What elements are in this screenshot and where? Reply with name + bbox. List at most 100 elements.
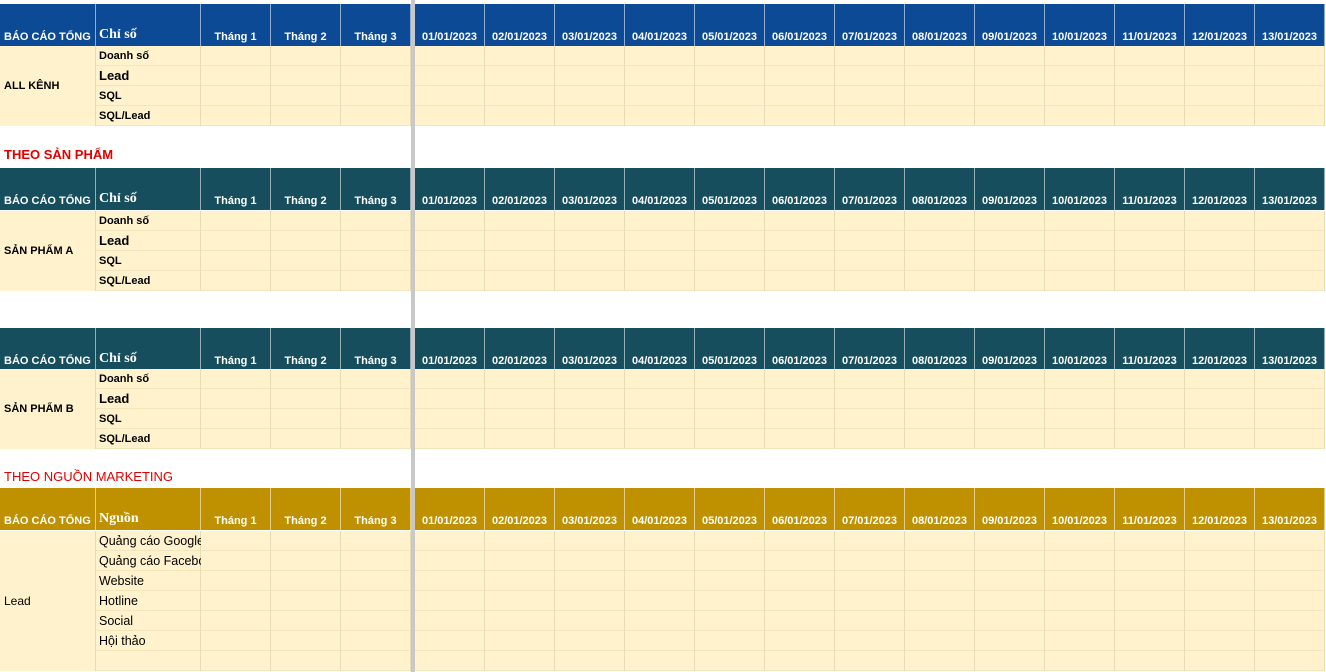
row-label[interactable]: Lead	[96, 231, 200, 251]
value-cell[interactable]	[201, 631, 270, 651]
value-cell[interactable]	[975, 631, 1044, 651]
value-cell[interactable]	[341, 409, 410, 429]
row-label[interactable]: SQL	[96, 409, 200, 429]
value-cell[interactable]	[415, 409, 484, 429]
value-cell[interactable]	[765, 46, 834, 66]
value-cell[interactable]	[485, 46, 554, 66]
value-cell[interactable]	[555, 389, 624, 409]
value-cell[interactable]	[271, 429, 340, 449]
value-cell[interactable]	[765, 271, 834, 291]
value-cell[interactable]	[271, 551, 340, 571]
value-cell[interactable]	[415, 106, 484, 126]
header-report[interactable]: BÁO CÁO TỔNG	[0, 168, 96, 210]
value-cell[interactable]	[625, 106, 694, 126]
header-source[interactable]: Nguồn	[96, 488, 201, 530]
value-cell[interactable]	[905, 531, 974, 551]
header-month-1[interactable]: Tháng 1	[201, 488, 271, 530]
header-date-4[interactable]: 04/01/2023	[625, 168, 695, 210]
value-cell[interactable]	[975, 271, 1044, 291]
header-date-3[interactable]: 03/01/2023	[555, 488, 625, 530]
header-month-3[interactable]: Tháng 3	[341, 168, 411, 210]
value-cell[interactable]	[905, 251, 974, 271]
value-cell[interactable]	[1115, 251, 1184, 271]
value-cell[interactable]	[555, 651, 624, 671]
value-cell[interactable]	[1045, 369, 1114, 389]
header-date-7[interactable]: 07/01/2023	[835, 4, 905, 46]
value-cell[interactable]	[835, 611, 904, 631]
header-date-1[interactable]: 01/01/2023	[415, 488, 485, 530]
value-cell[interactable]	[625, 389, 694, 409]
value-cell[interactable]	[975, 389, 1044, 409]
value-cell[interactable]	[271, 611, 340, 631]
header-date-2[interactable]: 02/01/2023	[485, 4, 555, 46]
value-cell[interactable]	[765, 389, 834, 409]
header-date-11[interactable]: 11/01/2023	[1115, 4, 1185, 46]
value-cell[interactable]	[485, 651, 554, 671]
value-cell[interactable]	[1045, 429, 1114, 449]
value-cell[interactable]	[1045, 46, 1114, 66]
header-date-4[interactable]: 04/01/2023	[625, 4, 695, 46]
value-cell[interactable]	[555, 66, 624, 86]
value-cell[interactable]	[1045, 211, 1114, 231]
header-date-13[interactable]: 13/01/2023	[1255, 4, 1325, 46]
value-cell[interactable]	[1255, 409, 1324, 429]
value-cell[interactable]	[625, 591, 694, 611]
value-cell[interactable]	[1255, 389, 1324, 409]
value-cell[interactable]	[765, 86, 834, 106]
value-cell[interactable]	[485, 66, 554, 86]
value-cell[interactable]	[625, 46, 694, 66]
header-date-10[interactable]: 10/01/2023	[1045, 4, 1115, 46]
row-label[interactable]: Social	[96, 611, 200, 631]
header-date-6[interactable]: 06/01/2023	[765, 488, 835, 530]
header-date-9[interactable]: 09/01/2023	[975, 168, 1045, 210]
value-cell[interactable]	[485, 389, 554, 409]
value-cell[interactable]	[905, 631, 974, 651]
value-cell[interactable]	[695, 651, 764, 671]
value-cell[interactable]	[695, 409, 764, 429]
header-date-11[interactable]: 11/01/2023	[1115, 328, 1185, 370]
value-cell[interactable]	[341, 611, 410, 631]
header-date-6[interactable]: 06/01/2023	[765, 4, 835, 46]
value-cell[interactable]	[415, 66, 484, 86]
value-cell[interactable]	[341, 231, 410, 251]
value-cell[interactable]	[835, 389, 904, 409]
header-date-2[interactable]: 02/01/2023	[485, 168, 555, 210]
value-cell[interactable]	[765, 631, 834, 651]
value-cell[interactable]	[695, 571, 764, 591]
value-cell[interactable]	[765, 531, 834, 551]
value-cell[interactable]	[625, 66, 694, 86]
value-cell[interactable]	[1115, 551, 1184, 571]
value-cell[interactable]	[415, 251, 484, 271]
value-cell[interactable]	[1255, 66, 1324, 86]
header-month-1[interactable]: Tháng 1	[201, 328, 271, 370]
value-cell[interactable]	[201, 551, 270, 571]
value-cell[interactable]	[835, 211, 904, 231]
value-cell[interactable]	[555, 551, 624, 571]
row-label[interactable]: Doanh số	[96, 211, 200, 231]
value-cell[interactable]	[555, 86, 624, 106]
value-cell[interactable]	[201, 651, 270, 671]
value-cell[interactable]	[1255, 611, 1324, 631]
value-cell[interactable]	[485, 531, 554, 551]
header-date-13[interactable]: 13/01/2023	[1255, 168, 1325, 210]
value-cell[interactable]	[835, 631, 904, 651]
header-month-3[interactable]: Tháng 3	[341, 328, 411, 370]
value-cell[interactable]	[975, 66, 1044, 86]
value-cell[interactable]	[1115, 211, 1184, 231]
value-cell[interactable]	[975, 571, 1044, 591]
value-cell[interactable]	[625, 631, 694, 651]
value-cell[interactable]	[341, 271, 410, 291]
value-cell[interactable]	[905, 231, 974, 251]
value-cell[interactable]	[975, 409, 1044, 429]
header-date-13[interactable]: 13/01/2023	[1255, 328, 1325, 370]
value-cell[interactable]	[1255, 369, 1324, 389]
value-cell[interactable]	[765, 429, 834, 449]
header-date-8[interactable]: 08/01/2023	[905, 4, 975, 46]
value-cell[interactable]	[625, 231, 694, 251]
value-cell[interactable]	[975, 591, 1044, 611]
header-date-12[interactable]: 12/01/2023	[1185, 328, 1255, 370]
value-cell[interactable]	[835, 66, 904, 86]
value-cell[interactable]	[201, 369, 270, 389]
value-cell[interactable]	[201, 271, 270, 291]
header-metric[interactable]: Chỉ số	[96, 328, 201, 370]
